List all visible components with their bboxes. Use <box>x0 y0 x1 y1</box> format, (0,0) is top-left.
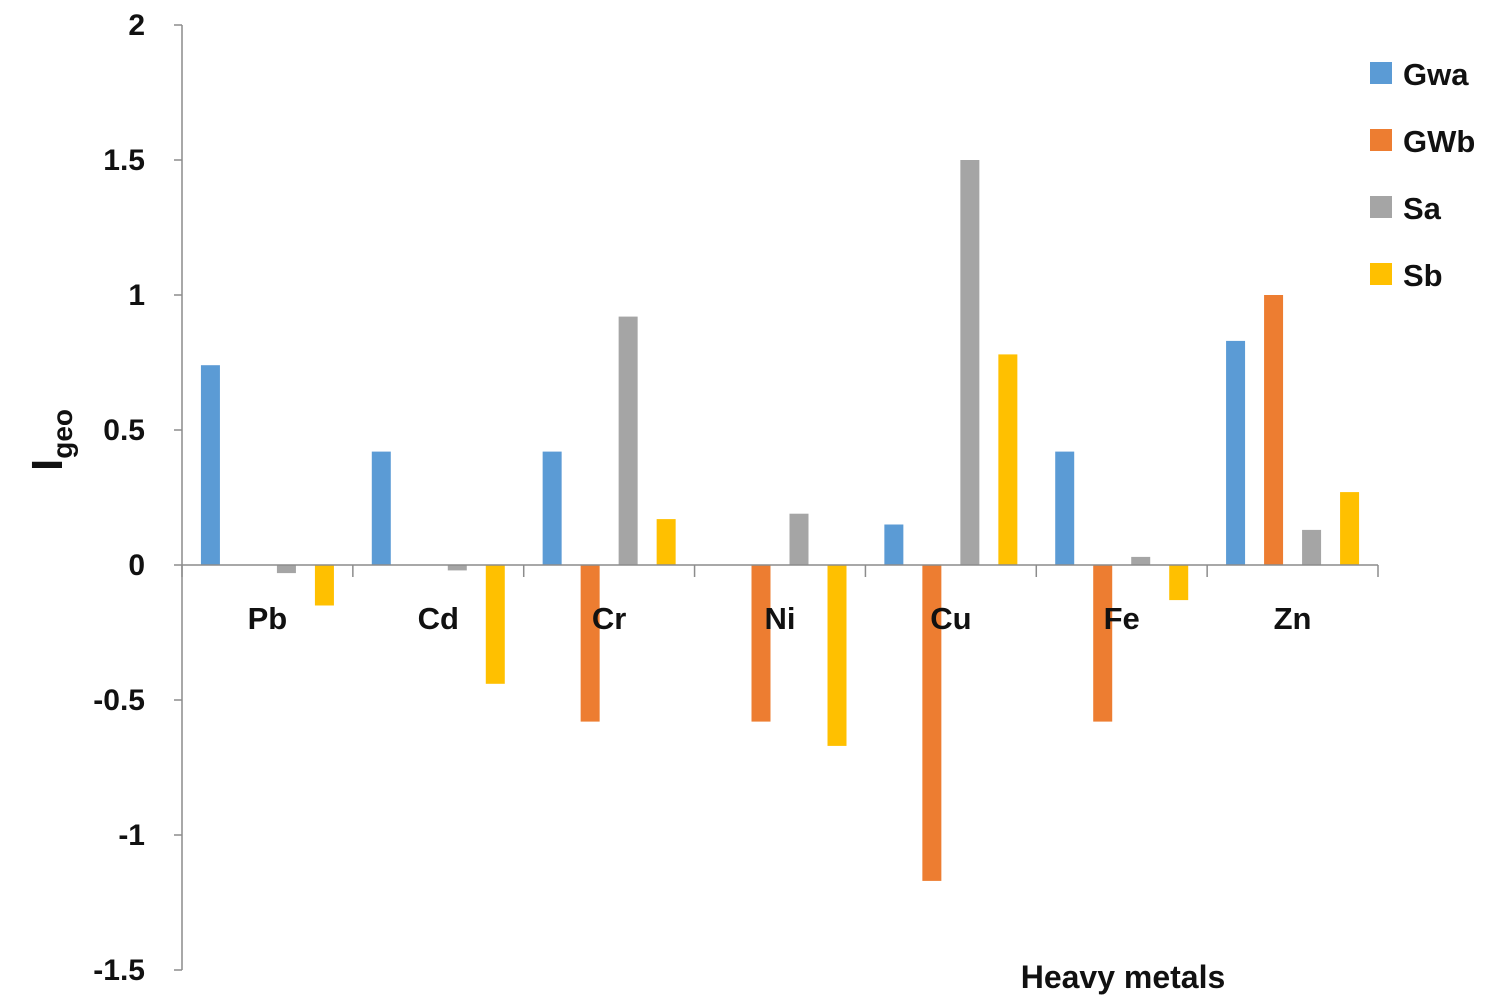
y-tick-label: -0.5 <box>93 684 145 717</box>
bar-sa-zn <box>1302 529 1322 565</box>
x-axis-title: Heavy metals <box>1021 959 1226 995</box>
y-tick-label: -1.5 <box>93 954 145 987</box>
bar-sb-zn <box>1340 492 1360 565</box>
bar-sa-cr <box>618 316 638 565</box>
bar-sa-pb <box>276 565 296 574</box>
bar-gwa-cr <box>542 451 562 565</box>
bar-sb-ni <box>827 565 847 746</box>
y-axis-ticks: -1.5 -1 -0.5 0 0.5 1 1.5 2 <box>93 9 182 987</box>
legend-label: GWb <box>1403 124 1475 159</box>
legend-label: Sa <box>1403 191 1442 226</box>
bar-gwb-fe <box>1093 565 1113 722</box>
legend-swatch <box>1370 62 1392 84</box>
bar-sb-fe <box>1169 565 1189 601</box>
bar-gwb-cr <box>580 565 600 722</box>
y-axis-title-subscript: geo <box>47 409 78 459</box>
category-label: Cr <box>592 601 626 636</box>
bar-gwa-pb <box>200 365 220 565</box>
bars <box>200 160 1360 881</box>
bar-sa-cd <box>447 565 467 571</box>
legend-swatch <box>1370 196 1392 218</box>
y-tick-label: 0 <box>128 549 145 582</box>
bar-sb-pb <box>314 565 334 606</box>
bar-gwa-cu <box>884 524 904 565</box>
y-tick-label: 1.5 <box>103 144 145 177</box>
bar-sb-cd <box>485 565 505 684</box>
category-label: Ni <box>765 601 796 636</box>
bar-gwb-zn <box>1264 295 1284 565</box>
bar-gwb-ni <box>751 565 771 722</box>
bar-sb-cu <box>998 354 1018 565</box>
bar-sb-cr <box>656 519 676 565</box>
bar-sa-ni <box>789 513 809 565</box>
bar-sa-cu <box>960 160 980 565</box>
bar-gwa-zn <box>1226 340 1246 565</box>
y-tick-label: -1 <box>118 819 145 852</box>
y-axis-title-main: I <box>23 459 72 471</box>
category-axis: Pb Cd Cr Ni Cu Fe Zn <box>181 564 1379 636</box>
bar-sa-fe <box>1131 556 1151 565</box>
y-tick-label: 1 <box>128 279 145 312</box>
legend-swatch <box>1370 263 1392 285</box>
legend: Gwa GWb Sa Sb <box>1370 57 1475 293</box>
category-label: Cd <box>418 601 459 636</box>
bar-gwa-fe <box>1055 451 1075 565</box>
y-tick-label: 2 <box>128 9 145 42</box>
y-tick-label: 0.5 <box>103 414 145 447</box>
bar-gwb-cu <box>922 565 942 881</box>
bar-gwa-cd <box>371 451 391 565</box>
category-label: Pb <box>248 601 288 636</box>
y-axis-title: Igeo <box>23 409 78 471</box>
legend-label: Sb <box>1403 258 1443 293</box>
legend-swatch <box>1370 129 1392 151</box>
category-label: Fe <box>1104 601 1140 636</box>
category-label: Zn <box>1274 601 1312 636</box>
legend-label: Gwa <box>1403 57 1469 92</box>
category-label: Cu <box>930 601 971 636</box>
